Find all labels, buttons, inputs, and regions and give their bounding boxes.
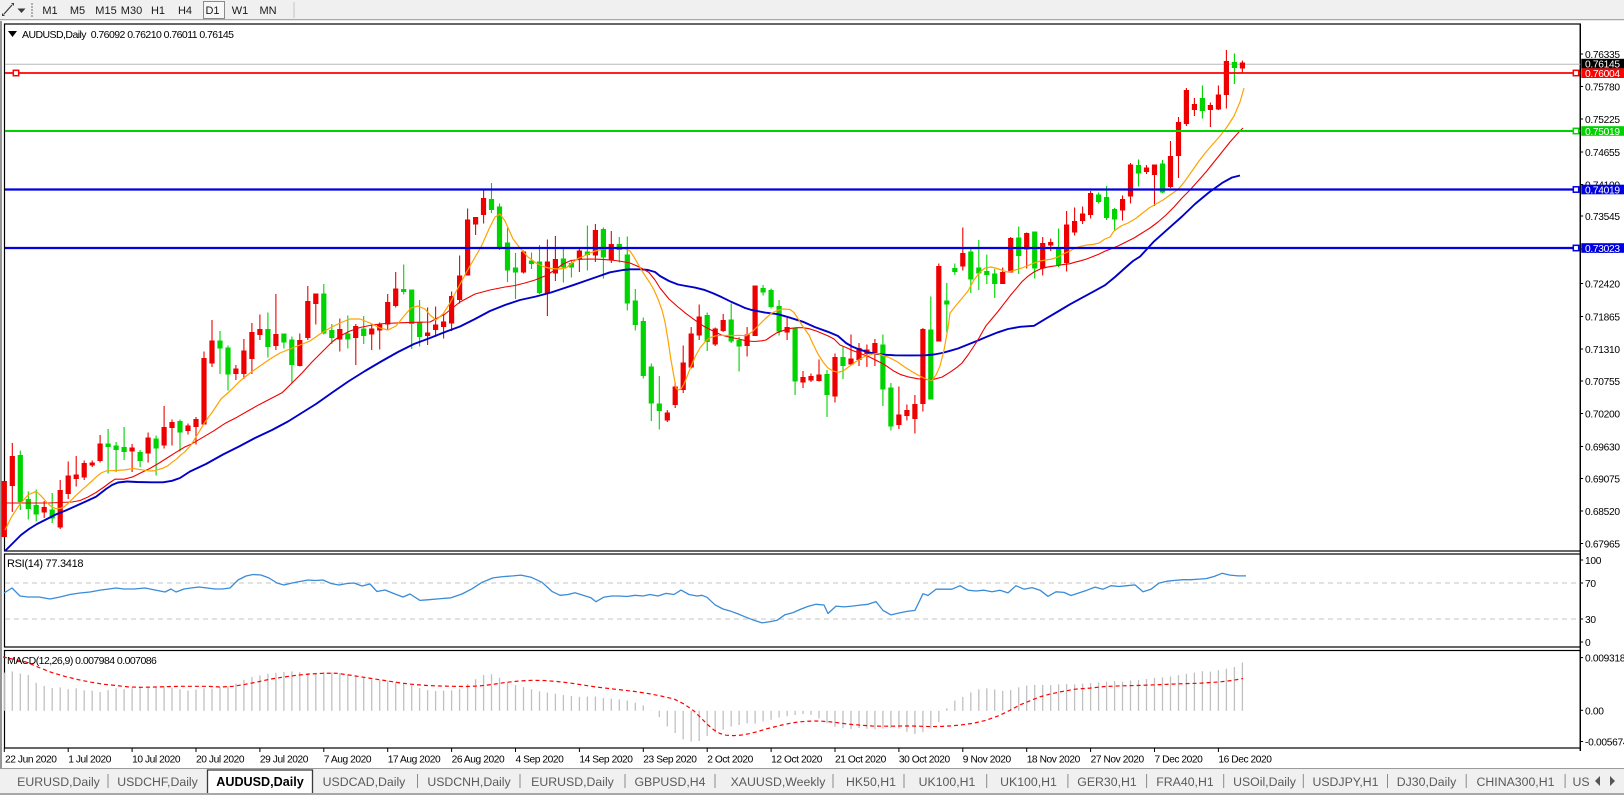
- svg-text:21 Oct 2020: 21 Oct 2020: [835, 755, 887, 766]
- svg-text:27 Nov 2020: 27 Nov 2020: [1091, 755, 1145, 766]
- svg-text:M1: M1: [42, 5, 57, 17]
- svg-text:23 Sep 2020: 23 Sep 2020: [643, 755, 697, 766]
- svg-text:AUDUSD,Daily: AUDUSD,Daily: [216, 775, 303, 789]
- svg-text:0.74655: 0.74655: [1585, 148, 1620, 159]
- svg-text:US: US: [1572, 775, 1589, 789]
- svg-text:0.76145: 0.76145: [1585, 59, 1620, 70]
- svg-text:UK100,H1: UK100,H1: [919, 775, 976, 789]
- svg-text:XAUUSD,Weekly: XAUUSD,Weekly: [731, 775, 827, 789]
- svg-text:DJ30,Daily: DJ30,Daily: [1397, 775, 1457, 789]
- svg-text:0.75019: 0.75019: [1585, 127, 1620, 138]
- svg-text:0.69630: 0.69630: [1585, 443, 1620, 454]
- svg-text:2 Oct 2020: 2 Oct 2020: [707, 755, 753, 766]
- svg-text:20 Jul 2020: 20 Jul 2020: [196, 755, 245, 766]
- svg-text:0.76335: 0.76335: [1585, 50, 1620, 61]
- svg-text:UK100,H1: UK100,H1: [1000, 775, 1057, 789]
- svg-text:H1: H1: [151, 5, 165, 17]
- svg-text:9 Nov 2020: 9 Nov 2020: [963, 755, 1012, 766]
- svg-text:18 Nov 2020: 18 Nov 2020: [1027, 755, 1081, 766]
- svg-text:29 Jul 2020: 29 Jul 2020: [260, 755, 309, 766]
- svg-text:0.70200: 0.70200: [1585, 410, 1620, 421]
- svg-text:CHINA300,H1: CHINA300,H1: [1477, 775, 1555, 789]
- svg-text:0.67965: 0.67965: [1585, 540, 1620, 551]
- svg-text:100: 100: [1585, 556, 1602, 567]
- svg-text:USDCHF,Daily: USDCHF,Daily: [117, 775, 198, 789]
- svg-text:MN: MN: [259, 5, 276, 17]
- svg-text:H4: H4: [178, 5, 192, 17]
- svg-text:USDJPY,H1: USDJPY,H1: [1312, 775, 1378, 789]
- svg-text:M30: M30: [121, 5, 142, 17]
- svg-text:0.75225: 0.75225: [1585, 115, 1620, 126]
- svg-text:10 Jul 2020: 10 Jul 2020: [132, 755, 181, 766]
- svg-text:0.70755: 0.70755: [1585, 377, 1620, 388]
- svg-text:FRA40,H1: FRA40,H1: [1156, 775, 1214, 789]
- svg-text:22 Jun 2020: 22 Jun 2020: [5, 755, 57, 766]
- svg-text:GER30,H1: GER30,H1: [1077, 775, 1137, 789]
- svg-text:0.00: 0.00: [1585, 706, 1604, 717]
- svg-text:0: 0: [1585, 638, 1591, 649]
- svg-text:AUDUSD,Daily 0.76092 0.76210: AUDUSD,Daily 0.76092 0.76210 0.76011 0.7…: [22, 29, 234, 41]
- svg-text:7 Aug 2020: 7 Aug 2020: [324, 755, 372, 766]
- svg-text:16 Dec 2020: 16 Dec 2020: [1218, 755, 1272, 766]
- svg-text:4 Sep 2020: 4 Sep 2020: [516, 755, 565, 766]
- svg-text:0.68520: 0.68520: [1585, 507, 1620, 518]
- svg-text:1 Jul 2020: 1 Jul 2020: [68, 755, 112, 766]
- svg-text:D1: D1: [205, 5, 219, 17]
- svg-text:HK50,H1: HK50,H1: [846, 775, 896, 789]
- svg-text:26 Aug 2020: 26 Aug 2020: [452, 755, 505, 766]
- svg-text:0.76004: 0.76004: [1585, 69, 1620, 80]
- svg-text:0.71865: 0.71865: [1585, 313, 1620, 324]
- svg-text:17 Aug 2020: 17 Aug 2020: [388, 755, 441, 766]
- svg-text:12 Oct 2020: 12 Oct 2020: [771, 755, 823, 766]
- svg-text:0.75780: 0.75780: [1585, 83, 1620, 94]
- svg-text:USDCNH,Daily: USDCNH,Daily: [427, 775, 511, 789]
- svg-text:USOil,Daily: USOil,Daily: [1233, 775, 1297, 789]
- svg-text:30 Oct 2020: 30 Oct 2020: [899, 755, 951, 766]
- svg-text:EURUSD,Daily: EURUSD,Daily: [17, 775, 101, 789]
- svg-text:0.71310: 0.71310: [1585, 345, 1620, 356]
- svg-text:USDCAD,Daily: USDCAD,Daily: [323, 775, 407, 789]
- svg-text:14 Sep 2020: 14 Sep 2020: [579, 755, 633, 766]
- svg-text:0.009318: 0.009318: [1585, 654, 1624, 665]
- svg-text:0.74019: 0.74019: [1585, 185, 1620, 196]
- svg-text:GBPUSD,H4: GBPUSD,H4: [634, 775, 705, 789]
- svg-text:RSI(14) 77.3418: RSI(14) 77.3418: [7, 558, 83, 570]
- svg-text:M5: M5: [70, 5, 85, 17]
- svg-text:MACD(12,26,9) 0.007984 0.00708: MACD(12,26,9) 0.007984 0.007086: [7, 655, 157, 667]
- svg-text:30: 30: [1585, 615, 1596, 626]
- svg-text:70: 70: [1585, 579, 1596, 590]
- svg-text:0.73023: 0.73023: [1585, 244, 1620, 255]
- svg-text:EURUSD,Daily: EURUSD,Daily: [531, 775, 615, 789]
- svg-text:7 Dec 2020: 7 Dec 2020: [1155, 755, 1204, 766]
- svg-text:0.69075: 0.69075: [1585, 475, 1620, 486]
- svg-text:0.72420: 0.72420: [1585, 280, 1620, 291]
- svg-text:0.73545: 0.73545: [1585, 212, 1620, 223]
- svg-text:W1: W1: [232, 5, 249, 17]
- svg-text:-0.005674: -0.005674: [1585, 738, 1624, 749]
- svg-text:M15: M15: [95, 5, 116, 17]
